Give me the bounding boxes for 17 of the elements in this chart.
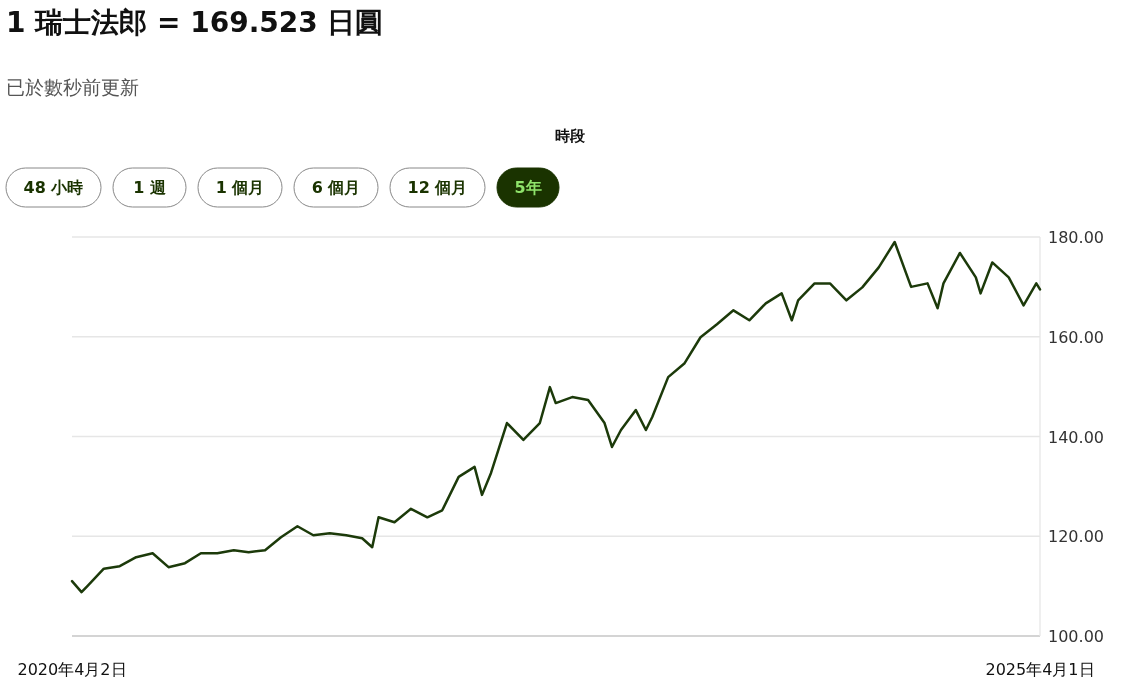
y-tick-label: 100.00 — [1048, 627, 1104, 646]
y-tick-label: 160.00 — [1048, 327, 1104, 347]
button: 48 小時 — [5, 167, 102, 208]
chart-title: 1 瑞士法郎 = 169.523 日圓 — [6, 6, 384, 39]
x-tick-label: 2020年4月2日 — [17, 660, 127, 679]
y-tick-label: 140.00 — [1048, 427, 1104, 447]
y-tick-label: 180.00 — [1048, 228, 1104, 247]
line-series — [70, 240, 1042, 594]
button: 1 週 — [112, 167, 187, 208]
button: 5年 — [496, 167, 560, 208]
text: 時段 — [555, 127, 586, 145]
chart-subtitle: 已於數秒前更新 — [6, 76, 139, 98]
button: 1 個月 — [197, 167, 283, 208]
y-tick-label: 120.00 — [1048, 527, 1104, 547]
button: 12 個月 — [389, 167, 486, 208]
x-tick-label: 2025年4月1日 — [985, 660, 1095, 679]
button: 6 個月 — [293, 167, 379, 208]
